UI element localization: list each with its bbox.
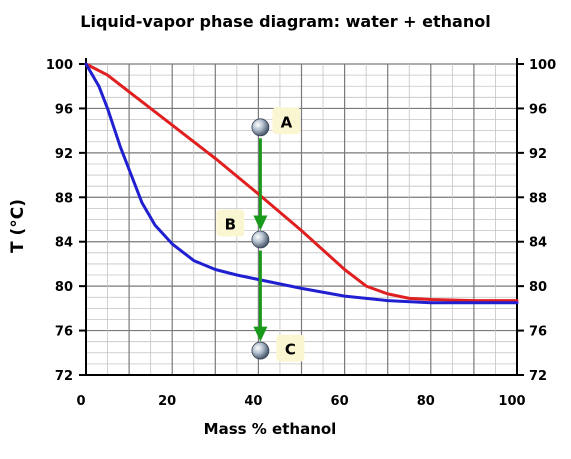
grid	[85, 63, 518, 376]
y-tick-label: 84	[55, 236, 73, 251]
point-label-box	[276, 334, 305, 362]
y-tick-label-right: 100	[529, 58, 556, 73]
chart-title: Liquid-vapor phase diagram: water + etha…	[80, 12, 491, 31]
point-label: B	[225, 215, 236, 233]
y-tick-label-right: 96	[529, 102, 547, 117]
x-tick-label: 80	[417, 394, 435, 409]
arrows	[253, 138, 268, 342]
arrow-head	[253, 215, 268, 231]
y-tick-label: 96	[55, 102, 73, 117]
x-tick-label: 40	[244, 394, 262, 409]
state-point-marker	[251, 230, 270, 249]
state-points: A B C	[216, 107, 305, 362]
y-tick-label-right: 88	[529, 191, 547, 206]
y-tick-label: 80	[55, 280, 73, 295]
point-label: C	[285, 341, 296, 359]
series-line-red	[84, 62, 519, 303]
y-tick-label: 76	[55, 325, 73, 340]
axes	[79, 58, 524, 376]
arrow-head	[253, 326, 268, 342]
x-tick-label: 100	[498, 394, 525, 409]
tick-labels: 72 72 76 76 80 80 84 84 88 88 92 92 96 96 100 100 0 20 40 6…	[46, 58, 556, 409]
y-tick-label-right: 92	[529, 147, 547, 162]
series-lines	[84, 62, 519, 305]
series-line-blue	[84, 62, 519, 305]
y-tick-label-right: 84	[529, 236, 547, 251]
y-tick-label: 100	[46, 58, 73, 73]
point-label-box	[272, 107, 301, 135]
y-tick-label: 88	[55, 191, 73, 206]
y-tick-label: 92	[55, 147, 73, 162]
state-point-marker	[251, 118, 270, 137]
point-label-box	[216, 209, 245, 237]
y-tick-label-right: 80	[529, 280, 547, 295]
y-tick-label-right: 72	[529, 369, 547, 384]
state-point-marker	[251, 341, 270, 360]
x-tick-label: 0	[76, 394, 85, 409]
y-tick-label: 72	[55, 369, 73, 384]
x-axis-label: Mass % ethanol	[203, 420, 337, 438]
x-tick-label: 60	[331, 394, 349, 409]
x-tick-label: 20	[158, 394, 176, 409]
y-tick-label-right: 76	[529, 325, 547, 340]
point-label: A	[281, 113, 293, 131]
